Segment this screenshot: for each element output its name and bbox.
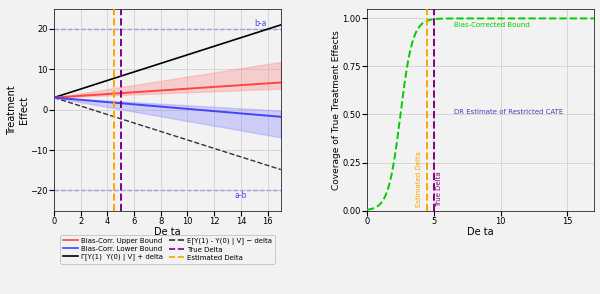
Text: DR Estimate of Restricted CATE: DR Estimate of Restricted CATE — [454, 109, 563, 116]
Legend: Bias-Corr. Upper Bound, Bias-Corr. Lower Bound, Γ[Y(1)  Y(0) | V] + delta, E[Y(1: Bias-Corr. Upper Bound, Bias-Corr. Lower… — [61, 235, 275, 264]
Text: a-b: a-b — [234, 191, 247, 201]
Text: Estimated Delta: Estimated Delta — [416, 151, 422, 207]
Y-axis label: Coverage of True Treatment Effects: Coverage of True Treatment Effects — [332, 30, 341, 190]
Text: True Delta: True Delta — [436, 171, 442, 207]
Text: b-a: b-a — [254, 19, 266, 28]
Text: Bias-Corrected Bound: Bias-Corrected Bound — [454, 22, 530, 28]
X-axis label: De ta: De ta — [467, 227, 494, 237]
Y-axis label: Treatment
Effect: Treatment Effect — [7, 85, 29, 135]
X-axis label: De ta: De ta — [154, 227, 181, 237]
